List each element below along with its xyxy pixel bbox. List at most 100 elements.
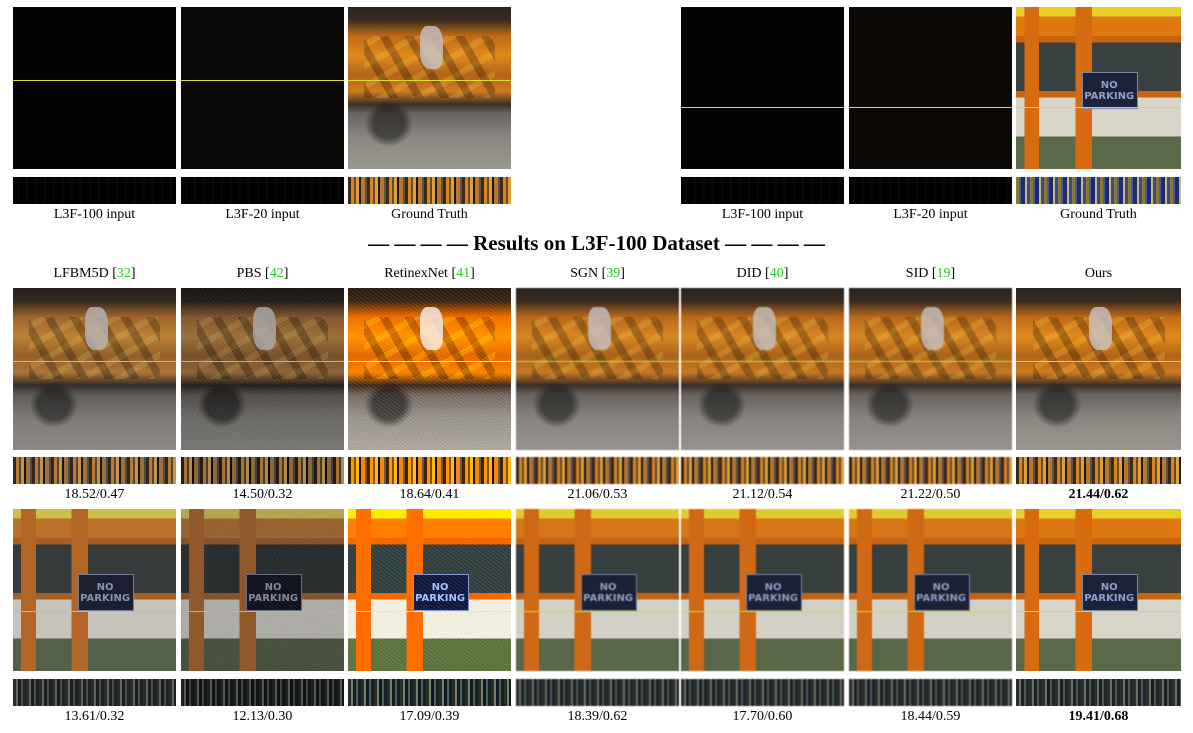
method-caption: Ours [1016,266,1181,282]
result-image-building [181,509,344,671]
scanline-marker [1016,611,1181,612]
scanline-marker [1016,361,1181,362]
scanline-marker [849,611,1012,612]
method-name: LFBM5D [53,266,109,281]
method-caption: LFBM5D [32] [53,266,136,281]
result-image-bags [181,288,344,450]
psnr-ssim-score: 19.41/0.68 [1068,709,1129,724]
ground-truth-image-bags [348,7,511,169]
result-image-bags [13,288,176,450]
result-image-bags [849,288,1012,450]
scanline-marker [348,361,511,362]
caption-ground-truth: Ground Truth [1060,207,1137,222]
psnr-ssim-score: 18.64/0.41 [399,487,460,502]
reference-number[interactable]: 40 [769,266,784,281]
result-image-building [849,509,1012,671]
method-caption: SGN [39] [570,266,625,281]
reference-number[interactable]: 42 [269,266,284,281]
scanline-marker [181,611,344,612]
ground-truth-image-building [1016,7,1181,169]
scanline-marker [516,361,679,362]
caption-l3f20-input: L3F-20 input [893,207,968,222]
noise-overlay [181,509,344,671]
scanline-strip [1016,457,1181,484]
result-image-building [1016,509,1181,671]
psnr-ssim-score: 12.13/0.30 [232,709,293,724]
psnr-ssim-score: 18.52/0.47 [64,487,125,502]
scanline-marker [13,80,176,81]
scanline-strip [849,177,1012,204]
scanline-marker [348,611,511,612]
scanline-strip [181,457,344,484]
method-name: Ours [1084,266,1113,281]
l3f20-input-image-building [849,7,1012,169]
caption-ground-truth: Ground Truth [391,207,468,222]
psnr-ssim-score: 17.70/0.60 [732,709,793,724]
method-caption: PBS [42] [236,266,289,281]
psnr-ssim-score: 18.44/0.59 [900,709,961,724]
caption-l3f20-input: L3F-20 input [225,207,300,222]
psnr-ssim-score: 21.12/0.54 [732,487,793,502]
method-caption: DID [40] [736,266,789,281]
scanline-marker [1016,107,1181,108]
method-name: SID [905,266,929,281]
section-title: — — — — Results on L3F-100 Dataset — — —… [368,231,825,255]
caption-l3f100-input: L3F-100 input [53,207,136,222]
scanline-marker [13,361,176,362]
scanline-strip [681,177,844,204]
psnr-ssim-score: 21.06/0.53 [567,487,628,502]
noise-overlay [348,288,511,450]
result-image-bags [681,288,844,450]
scanline-marker [181,80,344,81]
scanline-strip [681,679,844,706]
scanline-strip [13,679,176,706]
scanline-strip [348,457,511,484]
method-name: SGN [570,266,599,281]
scanline-marker [681,611,844,612]
scanline-strip [1016,177,1181,204]
psnr-ssim-score: 21.44/0.62 [1068,487,1129,502]
scanline-strip [181,177,344,204]
method-caption: SID [19] [905,266,956,281]
result-image-bags [348,288,511,450]
result-image-bags [516,288,679,450]
scanline-strip [13,457,176,484]
caption-l3f100-input: L3F-100 input [721,207,804,222]
scanline-strip [849,679,1012,706]
l3f100-input-image-building [681,7,844,169]
psnr-ssim-score: 18.39/0.62 [567,709,628,724]
result-image-bags [1016,288,1181,450]
psnr-ssim-score: 13.61/0.32 [64,709,125,724]
result-image-building [13,509,176,671]
scanline-marker [681,107,844,108]
reference-number[interactable]: 32 [116,266,131,281]
scanline-strip [348,177,511,204]
scanline-strip [181,679,344,706]
result-image-building [348,509,511,671]
scanline-marker [516,611,679,612]
result-image-building [681,509,844,671]
reference-number[interactable]: 41 [456,266,471,281]
noise-overlay [348,509,511,671]
scanline-marker [681,361,844,362]
scanline-strip [849,457,1012,484]
scanline-marker [13,611,176,612]
scanline-strip [13,177,176,204]
scanline-strip [516,679,679,706]
scanline-marker [181,361,344,362]
psnr-ssim-score: 14.50/0.32 [232,487,293,502]
scanline-strip [348,679,511,706]
scanline-marker [849,107,1012,108]
psnr-ssim-score: 17.09/0.39 [399,709,460,724]
scanline-strip [516,457,679,484]
method-caption: RetinexNet [41] [384,266,475,281]
scanline-marker [849,361,1012,362]
reference-number[interactable]: 39 [606,266,621,281]
result-image-building [516,509,679,671]
scanline-strip [1016,679,1181,706]
psnr-ssim-score: 21.22/0.50 [900,487,961,502]
method-name: RetinexNet [384,266,448,281]
noise-overlay [181,288,344,450]
reference-number[interactable]: 19 [936,266,951,281]
l3f100-input-image-bags [13,7,176,169]
